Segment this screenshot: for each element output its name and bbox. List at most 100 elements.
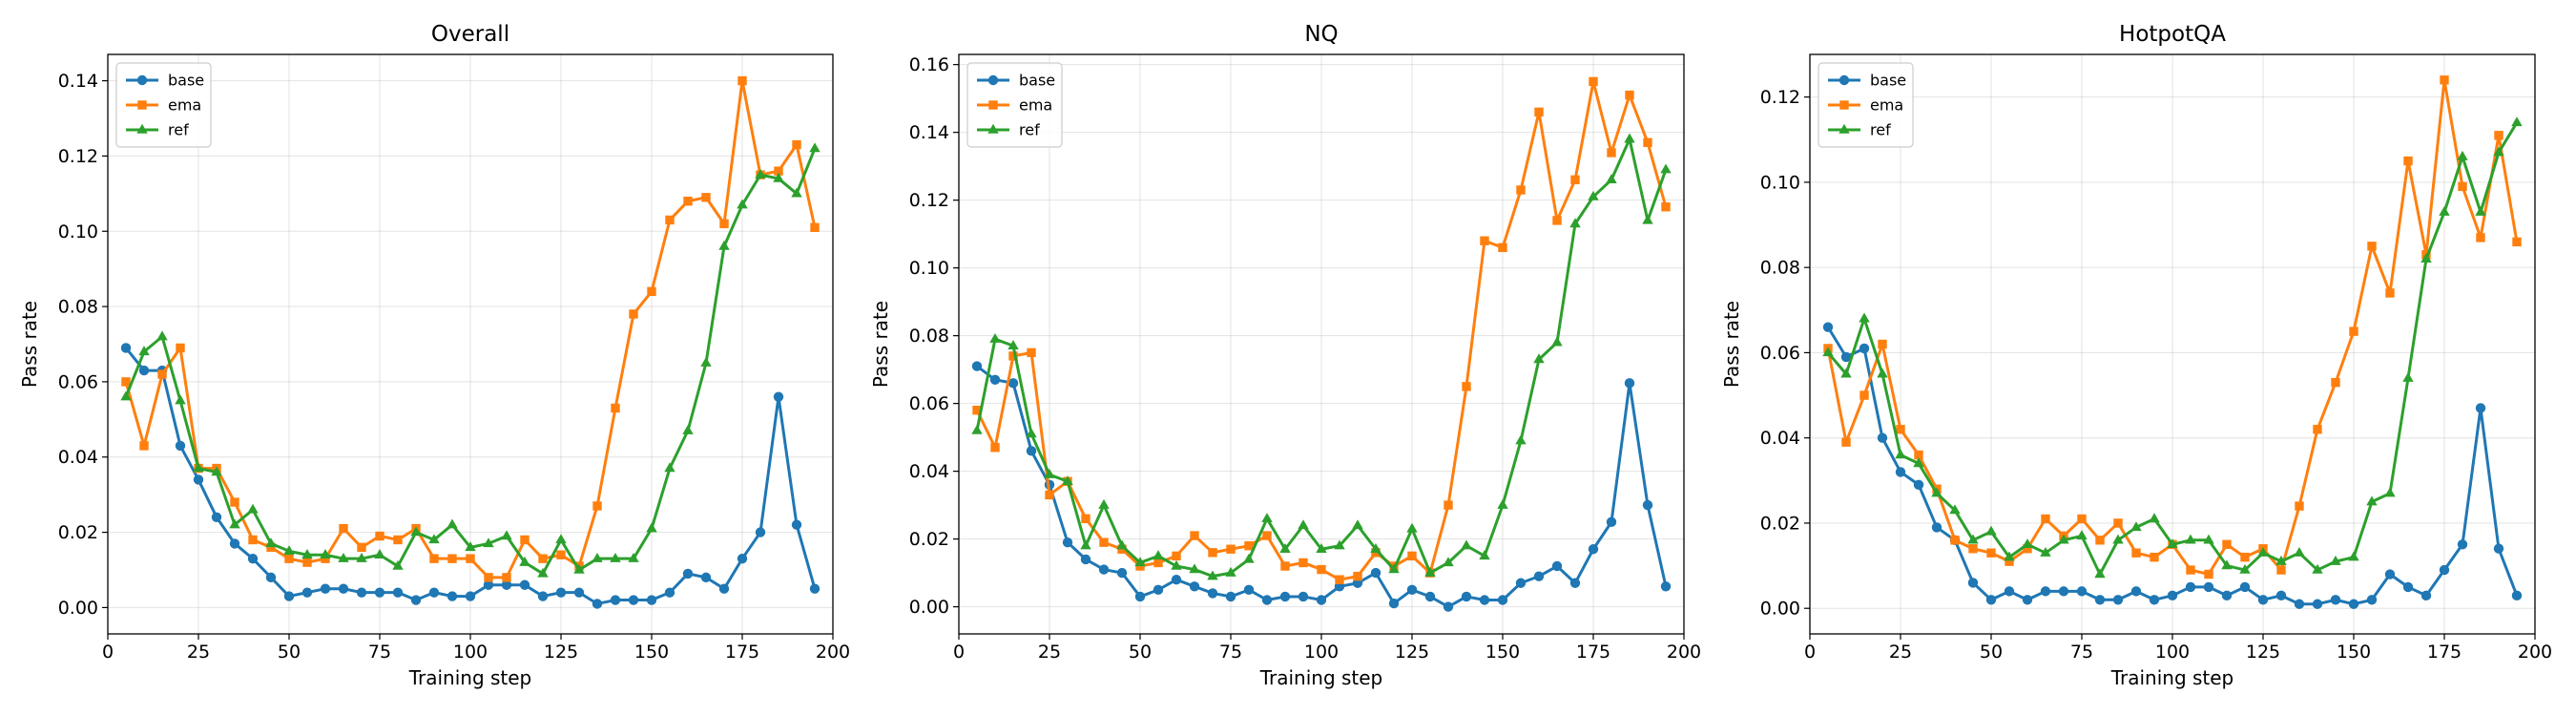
data-point-ref [265, 537, 277, 548]
data-point-ema [1589, 76, 1598, 87]
chart-panel-1: 0 25 50 75 100 125 150 175 200 0.00 0.02 0.04 0.06 0.… [18, 22, 850, 689]
data-point-ema [2150, 552, 2159, 562]
y-axis-label: Pass rate [18, 301, 41, 388]
y-tick-label: 0.00 [1760, 599, 1800, 620]
data-point-ema [990, 443, 1000, 453]
legend-marker-ema [137, 100, 147, 110]
data-point-ema [1280, 561, 1290, 571]
data-point-ref [1298, 519, 1309, 530]
data-point-base [1913, 479, 1924, 490]
data-point-ema [2041, 514, 2050, 524]
legend-marker-base [987, 74, 999, 86]
legend-marker-ema [1839, 100, 1849, 110]
data-point-ref [1008, 340, 1019, 349]
data-point-base [1497, 595, 1508, 605]
data-point-ref [1443, 557, 1454, 567]
data-point-base [1533, 571, 1545, 581]
data-point-ref [1877, 368, 1888, 378]
data-point-ema [2186, 565, 2195, 575]
x-tick-label: 25 [1889, 642, 1912, 663]
data-point-base [2475, 403, 2486, 413]
data-point-ema [2005, 557, 2014, 566]
data-point-ema [1462, 382, 1471, 391]
x-tick-label: 50 [1129, 642, 1152, 663]
x-tick-label: 125 [1395, 642, 1429, 663]
data-point-ref [2221, 559, 2233, 570]
data-point-base [1624, 378, 1635, 389]
data-point-base [1985, 595, 1997, 605]
data-point-base [283, 591, 295, 601]
data-point-ema [1896, 425, 1905, 434]
data-point-ema [139, 441, 149, 451]
data-point-base [1279, 591, 1291, 602]
data-point-base [428, 587, 440, 598]
data-point-base [2457, 539, 2468, 550]
data-point-ref [156, 330, 168, 341]
x-tick-label: 25 [1038, 642, 1061, 663]
data-point-base [1207, 588, 1218, 599]
data-point-ema [339, 523, 348, 534]
data-point-base [175, 440, 186, 452]
data-point-base [646, 595, 657, 605]
data-point-ref [338, 552, 349, 562]
data-point-base [501, 579, 512, 590]
data-point-ema [302, 558, 312, 567]
data-point-ref [1153, 550, 1164, 560]
data-point-base [229, 538, 240, 549]
data-point-ref [2384, 487, 2396, 497]
data-point-ema [1190, 531, 1199, 540]
data-point-base [1388, 598, 1400, 609]
legend-label-ref: ref [168, 121, 189, 139]
data-point-ref [465, 541, 476, 552]
data-point-ref [175, 394, 186, 405]
data-point-base [2004, 586, 2015, 597]
data-point-base [555, 587, 567, 598]
data-point-ref [1606, 174, 1617, 184]
data-point-base [1551, 560, 1563, 572]
x-tick-label: 150 [1485, 642, 1520, 663]
y-tick-label: 0.14 [909, 122, 949, 143]
data-point-ema [1552, 216, 1562, 225]
data-point-base [2167, 590, 2178, 601]
data-point-ema [1986, 548, 1996, 558]
data-point-ref [1588, 190, 1599, 200]
data-point-ref [392, 559, 404, 570]
y-tick-label: 0.12 [1760, 87, 1800, 108]
x-tick-label: 50 [1980, 642, 2003, 663]
data-point-base [1859, 343, 1870, 354]
y-tick-label: 0.12 [909, 190, 949, 211]
y-tick-label: 0.00 [58, 598, 98, 619]
data-point-ref [138, 346, 150, 356]
data-point-ref [120, 390, 132, 401]
data-point-ema [2295, 501, 2304, 511]
y-tick-label: 0.06 [909, 393, 949, 414]
data-point-base [465, 591, 476, 601]
data-point-ref [537, 567, 549, 578]
data-point-ref [2076, 530, 2088, 540]
data-point-ref [374, 549, 385, 558]
data-point-base [2511, 590, 2523, 601]
x-tick-label: 75 [1219, 642, 1242, 663]
y-tick-label: 0.04 [58, 447, 98, 468]
data-point-base [2203, 581, 2214, 593]
data-point-ref [1497, 498, 1508, 509]
y-tick-label: 0.12 [58, 146, 98, 167]
data-point-ema [520, 535, 530, 545]
data-point-ref [2130, 521, 2142, 532]
data-point-ema [2331, 377, 2340, 388]
data-point-base [1515, 578, 1527, 588]
data-point-ema [1081, 514, 1091, 524]
data-point-base [537, 591, 549, 601]
data-point-ref [1840, 368, 1852, 378]
data-point-ref [1026, 428, 1037, 438]
data-point-base [1225, 591, 1236, 602]
data-point-ref [1479, 550, 1490, 560]
data-point-ema [1498, 242, 1507, 253]
data-point-base [1424, 591, 1436, 602]
data-point-ema [230, 497, 239, 507]
data-point-base [1316, 595, 1327, 605]
data-point-ref [2366, 495, 2378, 506]
data-point-base [1008, 378, 1019, 389]
data-point-ema [2512, 237, 2522, 247]
